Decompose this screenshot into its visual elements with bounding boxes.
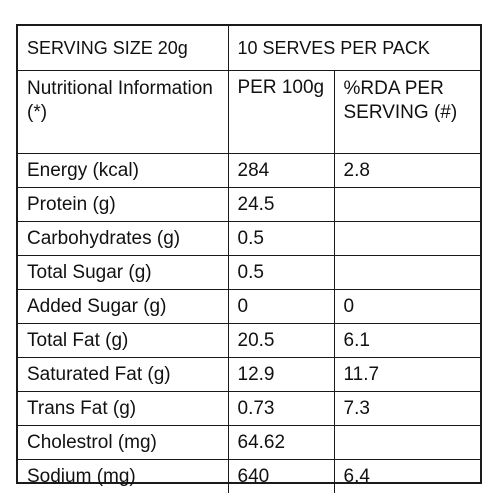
- rda-value: 6.4: [333, 459, 481, 493]
- per-100g-column-header: PER 100g: [227, 70, 335, 154]
- nutrient-name: Added Sugar (g): [18, 289, 229, 324]
- table-row: Total Fat (g) 20.5 6.1: [18, 323, 481, 358]
- table-row: Protein (g) 24.5: [18, 187, 481, 222]
- table-row: Added Sugar (g) 0 0: [18, 289, 481, 324]
- rda-value: 6.1: [333, 323, 481, 358]
- column-header-row: Nutritional Information (*) PER 100g %RD…: [18, 70, 481, 154]
- per-100g-value: 0.5: [227, 221, 335, 256]
- nutrient-column-header: Nutritional Information (*): [18, 70, 229, 154]
- nutrient-name: Sodium (mg): [18, 459, 229, 493]
- per-100g-value: 0.73: [227, 391, 335, 426]
- rda-value: 2.8: [333, 153, 481, 188]
- rda-value: [333, 221, 481, 256]
- per-100g-value: 64.62: [227, 425, 335, 460]
- table-row: Carbohydrates (g) 0.5: [18, 221, 481, 256]
- nutrient-name: Total Sugar (g): [18, 255, 229, 290]
- table-row: Saturated Fat (g) 12.9 11.7: [18, 357, 481, 392]
- table-row: Trans Fat (g) 0.73 7.3: [18, 391, 481, 426]
- serving-size-cell: SERVING SIZE 20g: [18, 26, 229, 71]
- rda-value: 11.7: [333, 357, 481, 392]
- rda-value: [333, 187, 481, 222]
- nutrient-name: Carbohydrates (g): [18, 221, 229, 256]
- rda-value: [333, 255, 481, 290]
- rda-value: [333, 425, 481, 460]
- nutrition-label: SERVING SIZE 20g 10 SERVES PER PACK Nutr…: [16, 24, 482, 493]
- per-100g-value: 0: [227, 289, 335, 324]
- rda-column-header: %RDA PER SERVING (#): [333, 70, 481, 154]
- nutrient-name: Energy (kcal): [18, 153, 229, 188]
- per-100g-value: 20.5: [227, 323, 335, 358]
- nutrient-name: Cholestrol (mg): [18, 425, 229, 460]
- per-100g-value: 24.5: [227, 187, 335, 222]
- table-row: Total Sugar (g) 0.5: [18, 255, 481, 290]
- nutrient-name: Total Fat (g): [18, 323, 229, 358]
- table-row: Cholestrol (mg) 64.62: [18, 425, 481, 460]
- per-100g-value: 640: [227, 459, 335, 493]
- per-100g-value: 12.9: [227, 357, 335, 392]
- table-row: Sodium (mg) 640 6.4: [18, 459, 481, 493]
- serving-header-row: SERVING SIZE 20g 10 SERVES PER PACK: [18, 26, 481, 71]
- nutrition-table: SERVING SIZE 20g 10 SERVES PER PACK Nutr…: [18, 26, 481, 493]
- rda-value: 0: [333, 289, 481, 324]
- serves-per-pack-cell: 10 SERVES PER PACK: [227, 26, 481, 71]
- per-100g-value: 0.5: [227, 255, 335, 290]
- nutrient-name: Protein (g): [18, 187, 229, 222]
- nutrient-name: Saturated Fat (g): [18, 357, 229, 392]
- per-100g-value: 284: [227, 153, 335, 188]
- nutrient-name: Trans Fat (g): [18, 391, 229, 426]
- rda-value: 7.3: [333, 391, 481, 426]
- table-row: Energy (kcal) 284 2.8: [18, 153, 481, 188]
